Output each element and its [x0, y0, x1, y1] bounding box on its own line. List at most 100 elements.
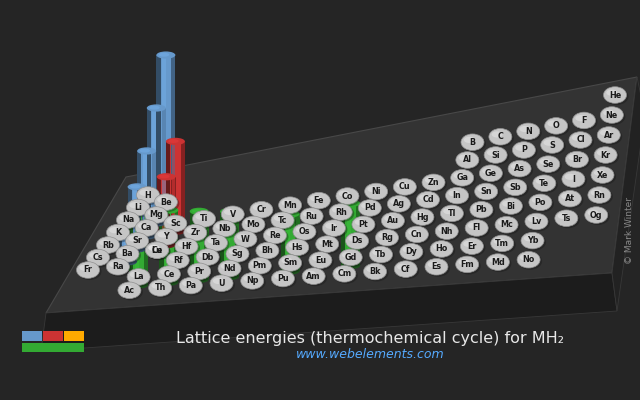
Ellipse shape	[470, 202, 493, 218]
Ellipse shape	[400, 244, 423, 260]
Text: Hg: Hg	[416, 212, 429, 222]
Text: Bk: Bk	[369, 267, 381, 276]
Ellipse shape	[508, 160, 531, 177]
Ellipse shape	[145, 242, 168, 258]
Ellipse shape	[257, 244, 281, 261]
Text: Cd: Cd	[422, 195, 434, 204]
Ellipse shape	[511, 163, 522, 170]
Text: Rf: Rf	[173, 256, 182, 265]
Polygon shape	[156, 55, 161, 210]
Text: Cl: Cl	[576, 136, 585, 144]
Ellipse shape	[296, 226, 307, 232]
Ellipse shape	[193, 210, 216, 227]
Polygon shape	[172, 141, 175, 231]
Ellipse shape	[108, 260, 131, 277]
Ellipse shape	[454, 172, 465, 178]
Ellipse shape	[394, 180, 419, 197]
Ellipse shape	[137, 232, 156, 240]
Ellipse shape	[487, 150, 498, 156]
Ellipse shape	[283, 212, 293, 216]
Text: W: W	[241, 235, 250, 244]
Ellipse shape	[545, 118, 568, 134]
Polygon shape	[172, 177, 175, 245]
Ellipse shape	[376, 229, 399, 246]
Text: At: At	[565, 194, 575, 203]
Ellipse shape	[369, 246, 392, 263]
Ellipse shape	[408, 229, 419, 235]
Ellipse shape	[411, 209, 434, 225]
Ellipse shape	[282, 258, 292, 264]
Ellipse shape	[451, 170, 474, 186]
Ellipse shape	[310, 195, 321, 201]
Ellipse shape	[156, 206, 175, 214]
Ellipse shape	[394, 179, 417, 195]
Ellipse shape	[148, 280, 172, 296]
Ellipse shape	[266, 230, 277, 236]
Ellipse shape	[169, 255, 180, 261]
Ellipse shape	[440, 205, 463, 222]
Ellipse shape	[488, 255, 511, 272]
Ellipse shape	[502, 201, 513, 207]
Ellipse shape	[366, 266, 378, 272]
Ellipse shape	[242, 216, 265, 233]
Ellipse shape	[106, 258, 129, 275]
Ellipse shape	[537, 156, 560, 172]
Ellipse shape	[412, 210, 436, 227]
Ellipse shape	[118, 258, 137, 266]
Ellipse shape	[518, 124, 541, 141]
Ellipse shape	[312, 255, 323, 261]
Ellipse shape	[485, 148, 509, 165]
Text: Og: Og	[590, 210, 602, 220]
Ellipse shape	[419, 194, 430, 200]
Ellipse shape	[355, 219, 365, 225]
Ellipse shape	[339, 249, 362, 266]
Ellipse shape	[541, 137, 564, 153]
Ellipse shape	[500, 199, 524, 216]
Ellipse shape	[77, 263, 102, 280]
Ellipse shape	[166, 138, 185, 145]
Ellipse shape	[148, 245, 159, 251]
Ellipse shape	[471, 203, 495, 220]
Ellipse shape	[589, 188, 613, 205]
Ellipse shape	[156, 230, 180, 247]
Polygon shape	[142, 187, 147, 249]
Ellipse shape	[149, 106, 159, 110]
Text: Ru: Ru	[306, 212, 317, 221]
Ellipse shape	[406, 227, 430, 244]
Ellipse shape	[334, 267, 358, 284]
Ellipse shape	[602, 108, 625, 125]
Ellipse shape	[481, 166, 504, 183]
Polygon shape	[137, 151, 156, 236]
Ellipse shape	[520, 254, 531, 260]
Ellipse shape	[376, 231, 401, 248]
Text: Sr: Sr	[132, 236, 142, 245]
Text: He: He	[609, 90, 621, 100]
Ellipse shape	[164, 215, 187, 232]
Ellipse shape	[159, 206, 179, 214]
Ellipse shape	[425, 258, 448, 275]
Text: Cu: Cu	[399, 182, 411, 192]
Ellipse shape	[605, 88, 628, 105]
Text: Nd: Nd	[223, 264, 236, 273]
Text: Sb: Sb	[509, 183, 521, 192]
Ellipse shape	[568, 154, 579, 160]
Ellipse shape	[146, 208, 170, 225]
Text: Zn: Zn	[428, 178, 439, 187]
Ellipse shape	[159, 267, 182, 284]
Text: S: S	[549, 140, 555, 150]
Ellipse shape	[598, 128, 622, 145]
Ellipse shape	[305, 271, 316, 277]
Ellipse shape	[323, 221, 348, 238]
Ellipse shape	[147, 243, 170, 260]
Polygon shape	[280, 214, 285, 271]
Text: Os: Os	[299, 227, 310, 236]
Ellipse shape	[157, 197, 168, 203]
Ellipse shape	[140, 190, 150, 196]
Ellipse shape	[109, 227, 120, 233]
Ellipse shape	[253, 204, 264, 210]
Ellipse shape	[445, 187, 468, 204]
Ellipse shape	[475, 183, 498, 200]
Polygon shape	[129, 210, 148, 285]
Ellipse shape	[116, 246, 139, 262]
Ellipse shape	[189, 276, 209, 283]
